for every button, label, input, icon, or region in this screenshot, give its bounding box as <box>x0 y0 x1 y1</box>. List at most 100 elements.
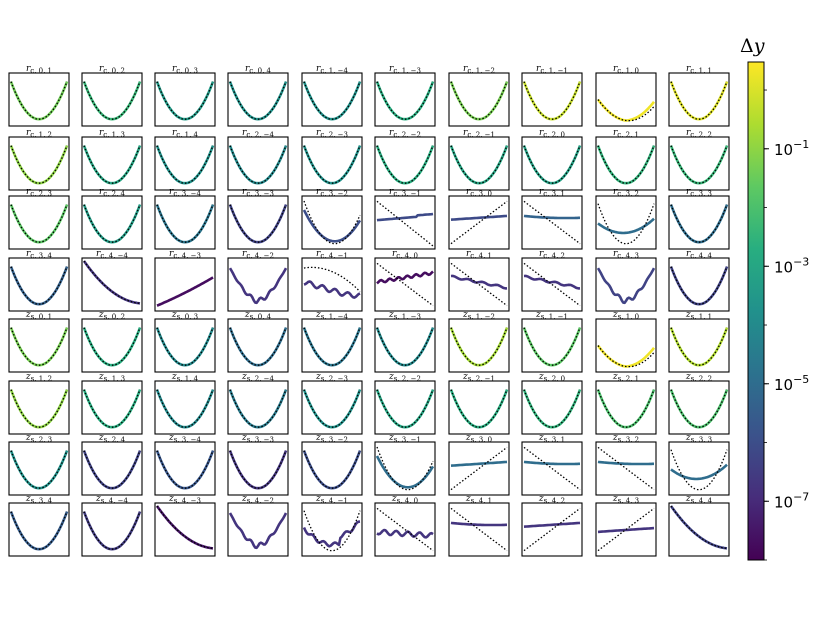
reference-line <box>156 389 214 428</box>
series-line <box>228 267 288 305</box>
series-line <box>450 274 508 290</box>
reference-line <box>10 145 68 184</box>
panel-title: zs, 3, −3 <box>241 433 274 444</box>
panel-title: rc, 3, 4 <box>26 249 53 260</box>
subplot-panel: zs, 4, −2 <box>227 494 289 557</box>
subplot-panel: zs, 3, −2 <box>301 433 363 496</box>
series-line <box>523 521 581 528</box>
series-line <box>450 521 507 527</box>
subplot-panel: zs, 2, −1 <box>448 372 510 435</box>
subplot-panel: zs, 1, 1 <box>668 310 730 373</box>
panel-title: rc, 0, 1 <box>26 64 52 75</box>
colorbar-tick-label: 10−3 <box>774 255 809 276</box>
panel-title: zs, 2, 1 <box>612 372 639 383</box>
reference-line <box>523 446 581 491</box>
panel-title: zs, 4, 3 <box>612 494 639 505</box>
reference-line <box>670 266 728 305</box>
reference-line <box>597 389 655 428</box>
series-line <box>523 274 581 290</box>
subplot-panel: rc, 3, 3 <box>668 187 730 250</box>
reference-line <box>450 327 508 366</box>
subplot-panel: rc, 4, −4 <box>81 249 143 312</box>
panel-title: zs, 3, 3 <box>685 433 712 444</box>
panel-title: rc, 4, 3 <box>613 249 639 260</box>
subplot-panel: rc, 1, 0 <box>595 64 657 127</box>
panel-title: zs, 0, 3 <box>171 310 198 321</box>
panel-title: rc, 3, −1 <box>389 187 421 198</box>
subplot-panel: rc, 4, 2 <box>521 249 583 312</box>
panel-title: rc, 4, 0 <box>392 249 418 260</box>
reference-line <box>450 507 508 552</box>
panel-title: rc, 2, −2 <box>389 128 421 139</box>
series-line <box>597 460 654 466</box>
reference-line <box>376 327 434 366</box>
reference-line <box>523 81 581 120</box>
reference-line <box>303 327 361 366</box>
subplot-panel: zs, 4, 2 <box>521 494 583 557</box>
subplot-panel: rc, 1, 4 <box>154 128 216 191</box>
series-line <box>597 526 655 534</box>
subplot-panel: rc, 1, −1 <box>521 64 583 127</box>
panel-title: zs, 4, 2 <box>538 494 565 505</box>
subplot-panel: rc, 4, 4 <box>668 249 730 312</box>
subplot-panel: zs, 0, 1 <box>8 310 70 373</box>
panel-title: zs, 1, −1 <box>535 310 568 321</box>
reference-line <box>303 389 361 428</box>
subplot-panel: zs, 2, −2 <box>374 372 436 435</box>
subplot-panel: zs, 4, −1 <box>301 494 363 557</box>
panel-title: zs, 3, −2 <box>315 433 348 444</box>
subplot-panel: zs, 2, 0 <box>521 372 583 435</box>
subplot-panel: zs, 0, 3 <box>154 310 216 373</box>
subplot-panel: zs, 3, −3 <box>227 433 289 496</box>
subplot-panel: rc, 2, 2 <box>668 128 730 191</box>
subplot-panel: rc, 0, 4 <box>227 64 289 127</box>
subplot-panel: rc, 4, −2 <box>227 249 289 312</box>
panel-frame <box>668 441 730 496</box>
reference-line <box>597 145 655 184</box>
series-line <box>228 512 288 550</box>
reference-line <box>156 450 214 489</box>
subplot-panel: rc, 4, 3 <box>595 249 657 312</box>
subplot-panel: zs, 3, 3 <box>668 433 730 496</box>
reference-line <box>10 204 68 243</box>
subplot-panel: zs, 2, 1 <box>595 372 657 435</box>
panel-title: rc, 1, −3 <box>389 64 421 75</box>
subplot-panel: zs, 2, 4 <box>81 433 143 496</box>
reference-line <box>523 262 581 307</box>
panel-title: zs, 2, −1 <box>462 372 495 383</box>
reference-line <box>376 389 434 428</box>
colorbar-label: Δy <box>740 35 765 57</box>
series-line <box>450 460 508 467</box>
reference-line <box>450 145 508 184</box>
reference-line <box>376 262 434 307</box>
panel-title: zs, 2, 2 <box>685 372 712 383</box>
subplot-panel: rc, 3, 4 <box>8 249 70 312</box>
panel-title: zs, 3, 1 <box>538 433 565 444</box>
reference-line <box>523 200 581 245</box>
subplot-panel: rc, 3, 2 <box>595 187 657 250</box>
reference-line <box>156 505 214 549</box>
subplot-panel: rc, 1, −2 <box>448 64 510 127</box>
subplot-panel: rc, 0, 1 <box>8 64 70 127</box>
panel-title: zs, 1, −4 <box>315 310 349 321</box>
panel-title: rc, 1, 2 <box>26 128 52 139</box>
panel-title: zs, 2, −2 <box>388 372 421 383</box>
reference-line <box>156 81 214 120</box>
panel-title: zs, 2, −3 <box>315 372 348 383</box>
panel-frame <box>227 502 289 557</box>
panel-title: rc, 0, 2 <box>99 64 125 75</box>
panel-title: rc, 3, −2 <box>316 187 348 198</box>
panel-title: rc, 1, −4 <box>316 64 348 75</box>
panel-title: rc, 1, −1 <box>536 64 568 75</box>
panel-title: rc, 3, 0 <box>466 187 492 198</box>
subplot-panel: rc, 4, −1 <box>301 249 363 312</box>
subplot-panel: zs, 2, 3 <box>8 433 70 496</box>
subplot-panel: rc, 3, 1 <box>521 187 583 250</box>
series-line <box>303 280 361 299</box>
subplot-panel: zs, 3, 0 <box>448 433 510 496</box>
subplot-panel: rc, 1, 1 <box>668 64 730 127</box>
panel-title: zs, 4, −4 <box>95 494 129 505</box>
subplot-panel: zs, 4, 1 <box>448 494 510 557</box>
reference-line <box>10 327 68 366</box>
reference-line <box>10 389 68 428</box>
